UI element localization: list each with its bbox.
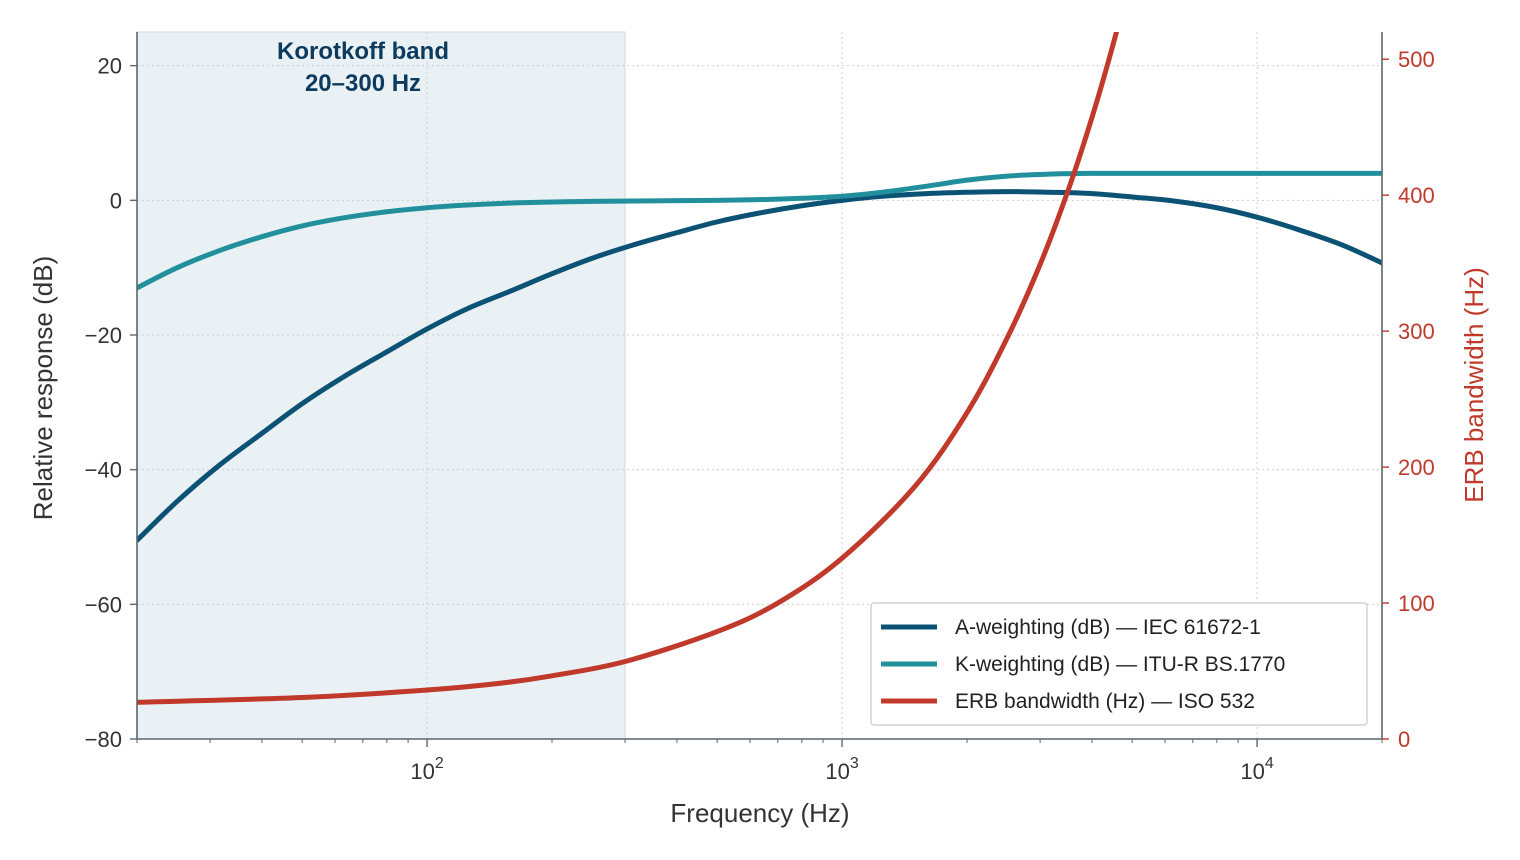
korotkoff-band <box>136 31 626 740</box>
legend-label-3: ERB bandwidth (Hz) — ISO 532 <box>955 690 1255 713</box>
series-layer <box>137 32 1382 705</box>
y2-axis-title: ERB bandwidth (Hz) <box>1459 267 1489 503</box>
y2-tick-label: 300 <box>1398 319 1435 344</box>
y-tick-label: 20 <box>98 54 122 79</box>
y2-tick-label: 100 <box>1398 591 1435 616</box>
legend-label-2: K-weighting (dB) — ITU-R BS.1770 <box>955 653 1285 676</box>
y-axis-title: Relative response (dB) <box>28 256 58 520</box>
legend-frame <box>870 602 1368 726</box>
y2-tick-label: 400 <box>1398 183 1435 208</box>
legend-label-1: A-weighting (dB) — IEC 61672-1 <box>955 616 1261 639</box>
y2-tick-label: 0 <box>1398 727 1410 752</box>
band-label-line1: Korotkoff band <box>277 38 449 65</box>
x-tick-label: 102 <box>410 755 443 784</box>
y-tick-label: −60 <box>85 592 122 617</box>
series-line-2 <box>137 170 1382 291</box>
korotkoff-band-label: Korotkoff band 20–300 Hz <box>277 38 449 97</box>
series-line-1 <box>137 189 1382 543</box>
legend: A-weighting (dB) — IEC 61672-1 K-weightin… <box>870 602 1368 726</box>
y-tick-label: −80 <box>85 727 122 752</box>
x-tick-label: 103 <box>825 755 858 784</box>
series-line-3 <box>137 32 1120 705</box>
y-tick-label: 0 <box>110 188 122 213</box>
y2-tick-label: 500 <box>1398 47 1435 72</box>
x-tick-label: 104 <box>1240 755 1273 784</box>
y-tick-label: −20 <box>85 323 122 348</box>
axes-layer <box>136 32 1383 740</box>
y-tick-label: −40 <box>85 458 122 483</box>
band-label-line2: 20–300 Hz <box>305 70 421 97</box>
korotkoff-band-layer <box>136 31 626 740</box>
x-axis-title: Frequency (Hz) <box>670 798 849 828</box>
y2-tick-label: 200 <box>1398 455 1435 480</box>
